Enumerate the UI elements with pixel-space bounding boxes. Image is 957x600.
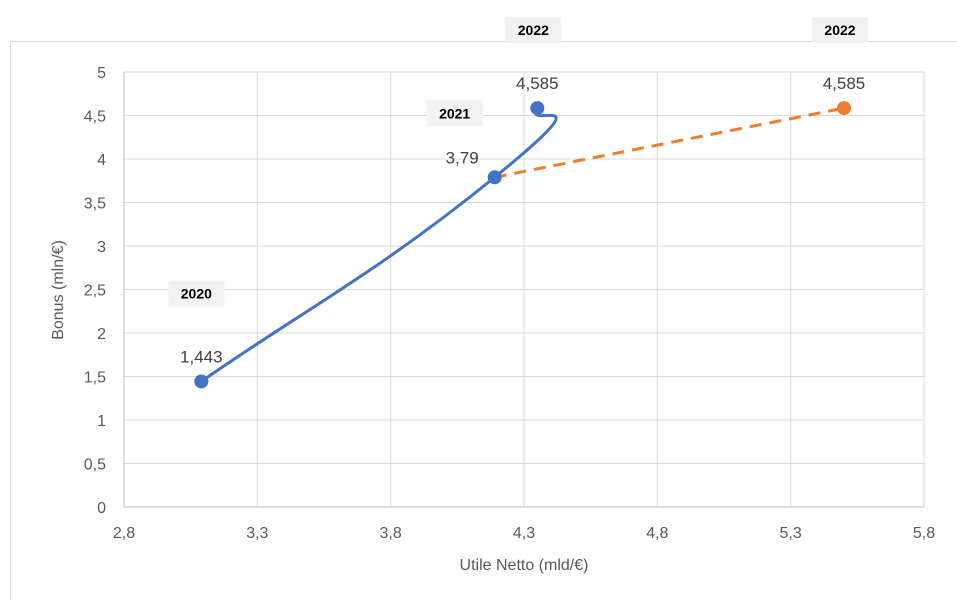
year-callout: 2022 [505, 17, 562, 44]
axes: 0 0,5 1 1,5 2 2,5 3 3,5 4 4,5 5 2,8 3,3 3,8 4,3 4,8 5,3 5… [84, 65, 935, 542]
y-axis-title: Bonus (mln/€) [50, 240, 67, 340]
series-line-1 [494, 106, 845, 179]
x-tick-label: 3,3 [246, 525, 268, 542]
data-label: 1,443 [180, 347, 223, 366]
labels-layer: 1,443 2020 3,79 2021 4,585 2022 4,585 2022 [168, 17, 868, 366]
year-callout-label: 2021 [439, 105, 470, 121]
series-line-0 [199, 106, 558, 383]
series-1-point [837, 101, 851, 116]
series-0-point [194, 374, 209, 389]
y-tick-label: 3 [97, 239, 106, 256]
y-tick-label: 2 [97, 326, 106, 343]
y-tick-label: 4,5 [84, 109, 106, 126]
year-callout-box [426, 100, 483, 127]
series-0-point [487, 170, 502, 185]
year-callout: 2022 [812, 17, 868, 44]
x-tick-label: 4,8 [646, 525, 668, 542]
year-callout-box [505, 17, 562, 44]
y-tick-label: 1 [97, 413, 106, 430]
gridlines [124, 71, 925, 507]
x-tick-label: 5,8 [913, 525, 935, 542]
year-callout: 2021 [426, 100, 483, 127]
chart-area-border [10, 41, 957, 600]
x-axis-title: Utile Netto (mld/€) [460, 557, 589, 574]
y-tick-label: 4 [97, 152, 106, 169]
year-callout: 2020 [168, 280, 225, 307]
data-label: 4,585 [823, 74, 866, 93]
y-tick-label: 0,5 [84, 457, 106, 474]
x-tick-label: 4,3 [513, 525, 535, 542]
x-tick-label: 5,3 [780, 525, 802, 542]
y-tick-label: 0 [97, 500, 106, 517]
series-0-point [530, 101, 545, 116]
year-callout-label: 2022 [518, 22, 549, 38]
year-callout-box [168, 280, 225, 307]
y-tick-label: 2,5 [84, 283, 106, 300]
year-callout-label: 2022 [824, 22, 855, 38]
series-layer [194, 101, 851, 389]
data-label: 4,585 [516, 74, 559, 93]
year-callout-label: 2020 [181, 285, 212, 301]
x-tick-label: 2,8 [113, 525, 135, 542]
y-tick-label: 3,5 [84, 196, 106, 213]
y-tick-label: 5 [97, 65, 106, 82]
y-tick-label: 1,5 [84, 370, 106, 387]
year-callout-box [812, 17, 868, 44]
x-tick-label: 3,8 [380, 525, 402, 542]
data-label: 3,79 [446, 148, 479, 167]
